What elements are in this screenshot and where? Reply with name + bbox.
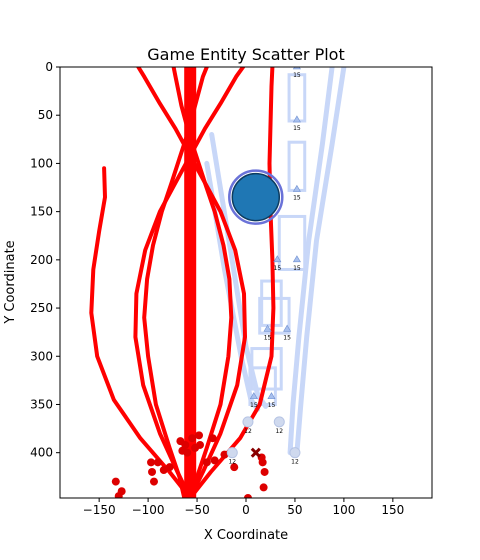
circle-marker <box>242 416 254 428</box>
red-point <box>188 434 197 443</box>
y-tick-label: 100 <box>30 156 53 170</box>
movement-path <box>171 67 234 498</box>
circle-marker <box>273 416 285 428</box>
circle-marker-label: 12 <box>244 428 252 435</box>
red-point <box>148 467 157 476</box>
x-axis-label: X Coordinate <box>204 528 288 543</box>
circle-marker <box>226 447 238 459</box>
triangle-marker-label: 15 <box>274 265 282 272</box>
y-tick-label: 150 <box>30 205 53 219</box>
red-point <box>195 431 204 440</box>
corridor-trail <box>294 67 347 456</box>
red-point <box>243 494 252 498</box>
corridor-box <box>287 73 307 123</box>
red-point <box>260 467 269 476</box>
red-point <box>165 463 174 472</box>
x-tick-label: −150 <box>83 503 116 517</box>
triangle-marker-label: 15 <box>293 265 301 272</box>
red-point <box>202 458 211 467</box>
cross-marker <box>250 447 261 458</box>
red-point <box>220 450 229 459</box>
triangle-marker-label: 15 <box>250 402 258 409</box>
circle-marker-label: 12 <box>291 459 299 466</box>
triangle-marker-label: 15 <box>293 72 301 79</box>
triangle-marker <box>283 324 292 332</box>
y-tick-label: 50 <box>38 108 53 122</box>
movement-path <box>133 67 246 498</box>
player-entity <box>231 172 281 222</box>
triangle-marker-label: 15 <box>283 334 291 341</box>
y-tick-label: 200 <box>30 253 53 267</box>
red-point <box>111 477 120 486</box>
x-tick-label: 0 <box>242 503 250 517</box>
red-point <box>181 440 190 449</box>
red-point <box>114 492 123 498</box>
corridor-trail <box>287 67 335 456</box>
x-tick-label: 50 <box>287 503 302 517</box>
triangle-marker <box>273 255 282 263</box>
red-point <box>147 458 156 467</box>
circle-marker-label: 12 <box>275 428 283 435</box>
x-tick-label: 150 <box>381 503 404 517</box>
triangle-marker <box>292 115 301 123</box>
triangle-marker-label: 15 <box>264 334 272 341</box>
corridor-box <box>248 366 277 406</box>
red-point <box>210 456 219 465</box>
y-tick-label: 250 <box>30 301 53 315</box>
triangle-marker <box>263 324 272 332</box>
corridor-box <box>277 214 307 271</box>
red-point <box>149 477 158 486</box>
triangle-marker-label: 15 <box>293 194 301 201</box>
red-point <box>208 434 217 443</box>
triangle-marker-label: 15 <box>293 125 301 132</box>
y-axis-label: Y Coordinate <box>3 240 18 324</box>
corridor-box <box>287 140 307 192</box>
chart-title: Game Entity Scatter Plot <box>147 45 344 64</box>
plot-area: 15 15 15 15 15 15 15 15 15 12 12 12 12 <box>89 67 347 498</box>
circle-marker <box>289 447 301 459</box>
triangle-marker <box>292 255 301 263</box>
player-halo <box>228 169 284 225</box>
triangle-marker-label: 15 <box>268 402 276 409</box>
triangle-marker <box>267 392 276 400</box>
y-tick-label: 300 <box>30 349 53 363</box>
red-point <box>153 458 162 467</box>
circle-marker-label: 12 <box>228 459 236 466</box>
triangle-marker <box>292 184 301 192</box>
red-point <box>183 448 192 457</box>
x-tick-label: −100 <box>132 503 165 517</box>
movement-path <box>89 166 193 498</box>
x-tick-label: 100 <box>332 503 355 517</box>
movement-path <box>188 67 276 498</box>
red-point <box>259 483 268 492</box>
y-tick-label: 350 <box>30 397 53 411</box>
red-point <box>195 440 204 449</box>
triangle-marker <box>249 392 258 400</box>
y-tick-label: 400 <box>30 446 53 460</box>
movement-path <box>136 67 247 498</box>
x-tick-label: −50 <box>184 503 209 517</box>
red-point <box>258 458 267 467</box>
axes: −150 −100 −50 0 50 100 150 0 50 100 150 200 250 300 35… <box>30 60 404 517</box>
red-point <box>230 463 239 472</box>
y-tick-label: 0 <box>45 60 53 74</box>
